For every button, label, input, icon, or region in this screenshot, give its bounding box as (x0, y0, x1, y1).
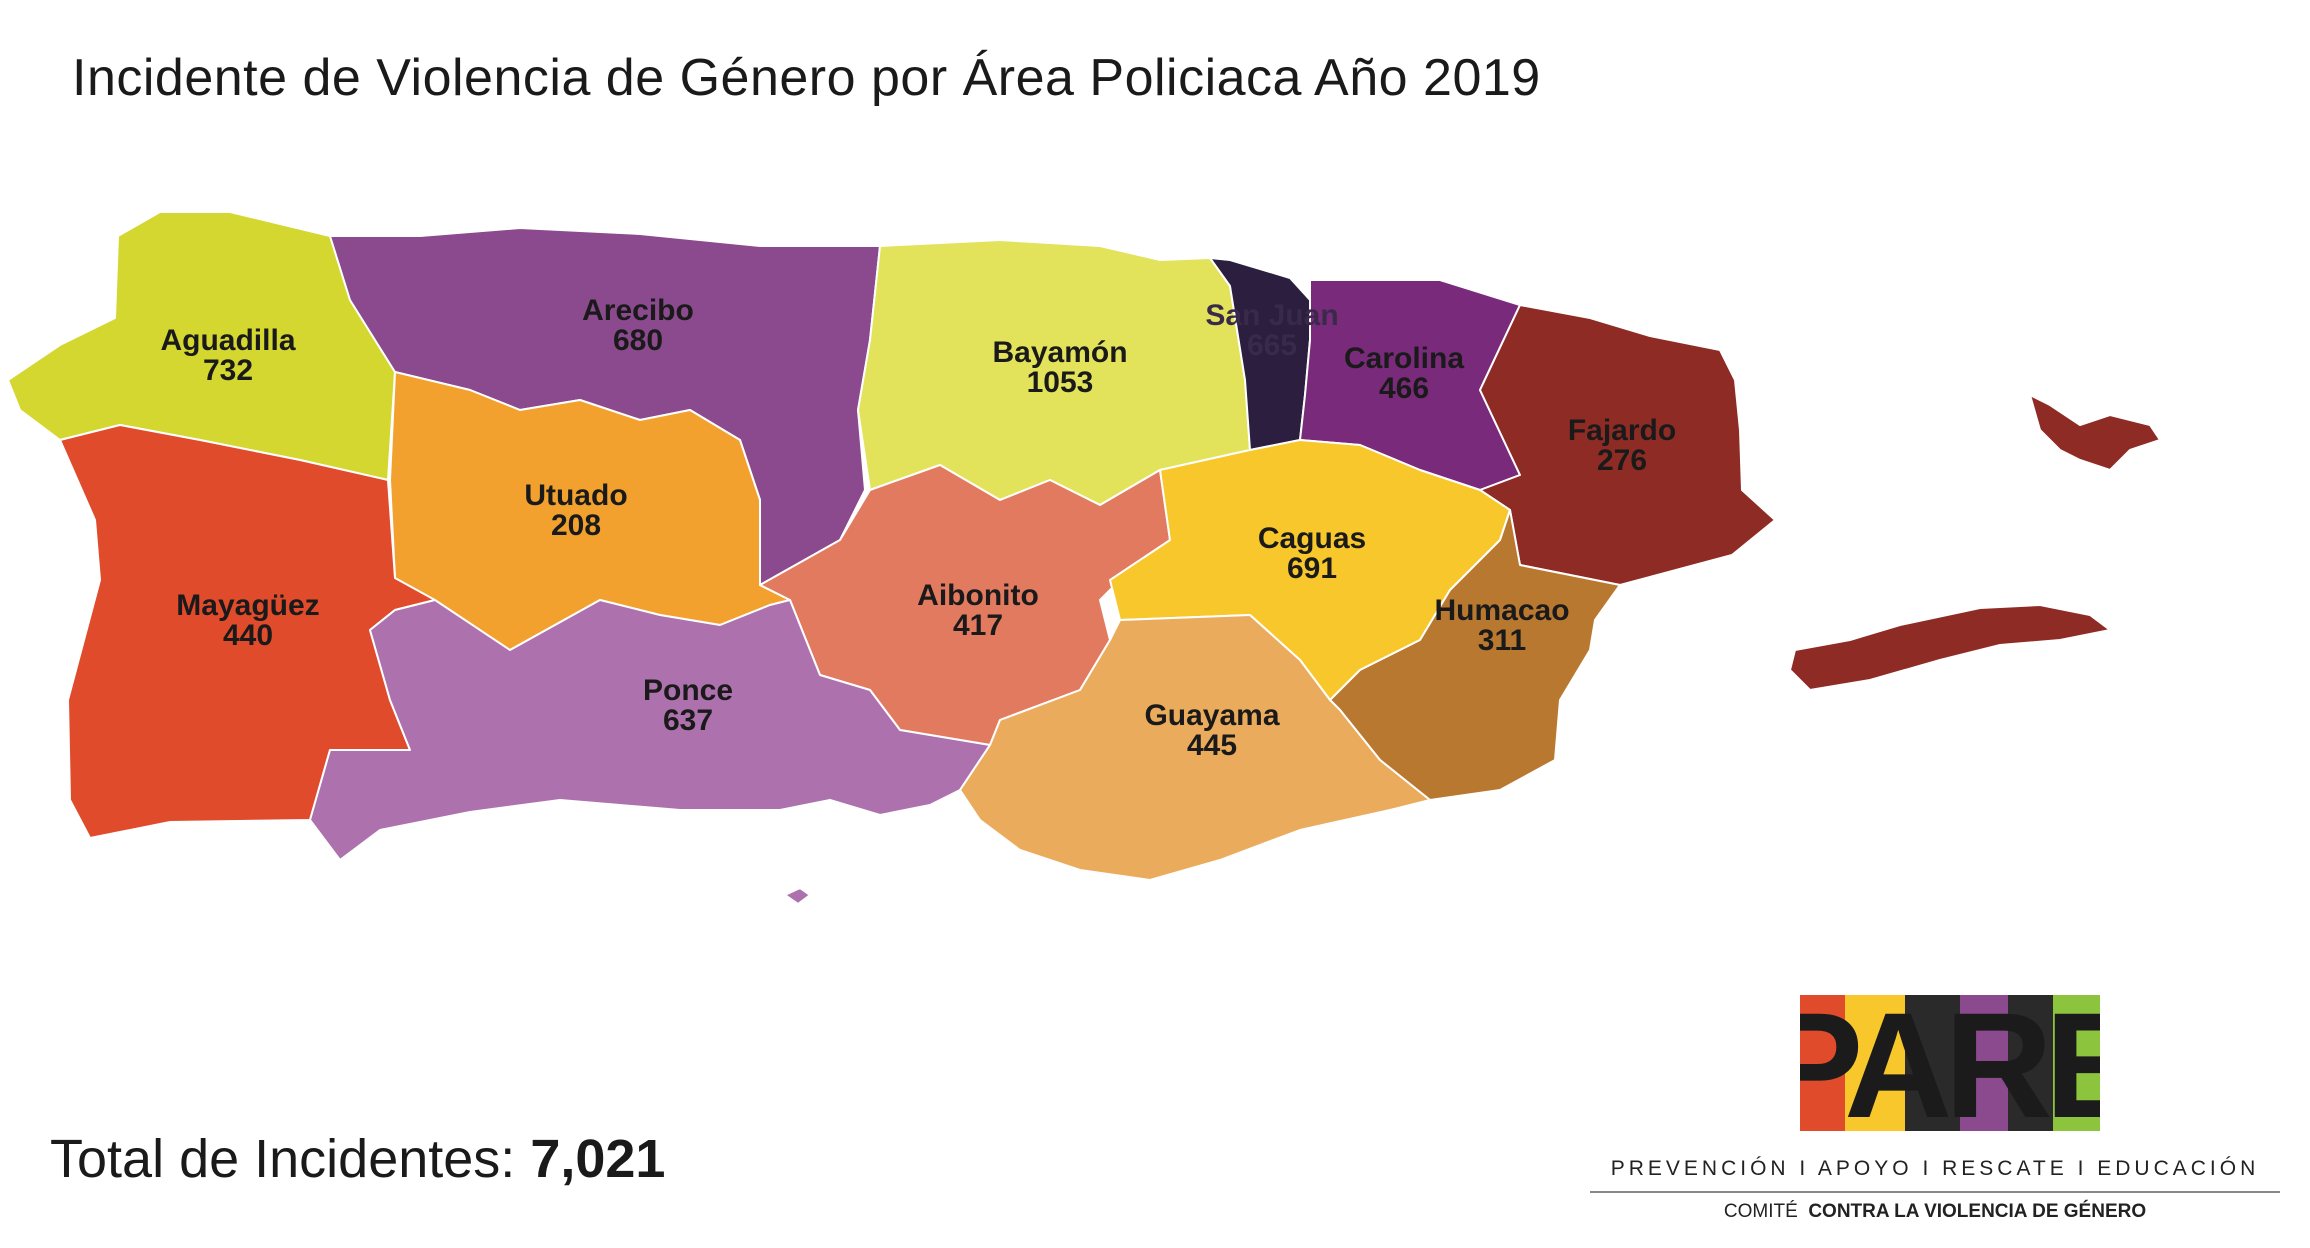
pare-logo-text: PARE (1800, 995, 2100, 1131)
label-carolina-value: 466 (1379, 372, 1429, 405)
label-aibonito-name: Aibonito (917, 579, 1039, 612)
committee-name: CONTRA LA VIOLENCIA DE GÉNERO (1808, 1201, 2147, 1222)
label-bayamon-name: Bayamón (992, 336, 1127, 369)
region-ponce[interactable] (309, 599, 991, 861)
label-aguadilla-value: 732 (203, 354, 253, 387)
label-utuado-value: 208 (551, 509, 601, 542)
label-guayama-value: 445 (1187, 729, 1237, 762)
total-value: 7,021 (530, 1129, 666, 1189)
label-bayamon-value: 1053 (1027, 366, 1094, 399)
label-arecibo-value: 680 (613, 324, 663, 357)
region-guayama[interactable] (959, 614, 1431, 881)
label-san-juan-name: San Juan (1205, 299, 1338, 332)
label-humacao-value: 311 (1478, 624, 1526, 657)
label-aibonito-value: 417 (953, 609, 1003, 642)
label-humacao-name: Humacao (1434, 594, 1569, 627)
label-ponce-value: 637 (663, 704, 713, 737)
map-title: Incidente de Violencia de Género por Áre… (72, 49, 1541, 107)
region-vieques[interactable] (1789, 604, 2111, 691)
pare-logo: PARE PREVENCIÓN I APOYO I RESCATE I EDUC… (1590, 995, 2280, 1235)
region-caja-de-muertos (784, 887, 811, 905)
region-fajardo[interactable] (1479, 304, 1776, 586)
total-incidents: Total de Incidentes: 7,021 (50, 1128, 665, 1190)
logo-tagline: PREVENCIÓN I APOYO I RESCATE I EDUCACIÓN (1610, 1157, 2260, 1180)
label-guayama-name: Guayama (1144, 699, 1279, 732)
committee-prefix: COMITÉ (1723, 1201, 1798, 1222)
total-label: Total de Incidentes: (50, 1129, 516, 1189)
label-mayaguez-name: Mayagüez (176, 589, 319, 622)
label-arecibo-name: Arecibo (582, 294, 694, 327)
label-caguas-name: Caguas (1258, 522, 1366, 555)
label-mayaguez-value: 440 (223, 619, 273, 652)
label-caguas-value: 691 (1287, 552, 1337, 585)
label-aguadilla-name: Aguadilla (160, 324, 295, 357)
label-fajardo-value: 276 (1597, 444, 1647, 477)
region-culebra[interactable] (2029, 394, 2161, 471)
label-ponce-name: Ponce (643, 674, 733, 707)
label-fajardo-name: Fajardo (1568, 414, 1676, 447)
label-carolina-name: Carolina (1344, 342, 1464, 375)
logo-committee: COMITÉ CONTRA LA VIOLENCIA DE GÉNERO (1590, 1201, 2280, 1223)
pare-logo-mark: PARE (1800, 995, 2100, 1131)
label-utuado-name: Utuado (524, 479, 627, 512)
logo-divider (1590, 1191, 2280, 1193)
label-san-juan-value: 665 (1247, 329, 1297, 362)
